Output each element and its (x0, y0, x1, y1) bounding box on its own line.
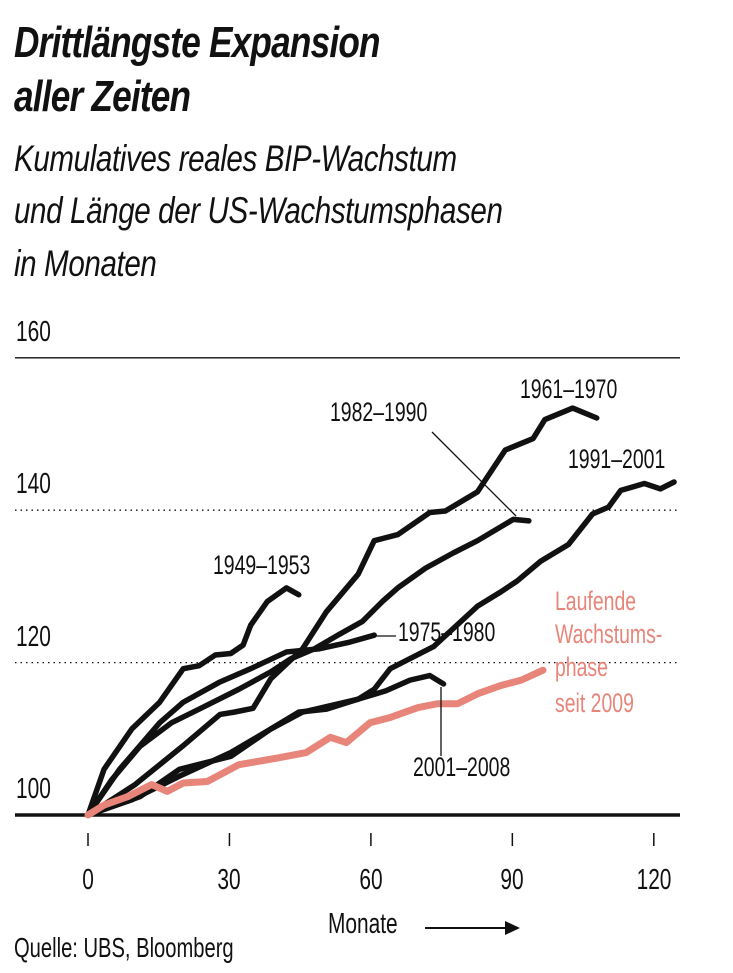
x-tick-label: 90 (500, 864, 524, 896)
series-label-1991-2001: 1991–2001 (568, 444, 666, 474)
series-label-2001-2008: 2001–2008 (413, 752, 511, 782)
series-label-current-3: phase (555, 652, 608, 682)
y-tick-label: 160 (16, 315, 51, 348)
y-tick-label: 140 (16, 468, 51, 501)
x-tick-label: 60 (359, 864, 383, 896)
series-line-1982-1990 (85, 516, 532, 818)
x-tick-label: 30 (217, 864, 242, 896)
series-label-1949-1953: 1949–1953 (213, 550, 311, 580)
arrow-head-icon (505, 921, 520, 935)
series-label-1982-1990: 1982–1990 (330, 397, 428, 427)
series-line-1975-1980 (85, 632, 377, 818)
y-tick-label: 120 (16, 620, 51, 653)
x-tick-label: 0 (82, 864, 94, 896)
chart-title-line-2: aller Zeiten (14, 72, 191, 121)
series-label-current-1: Laufende (555, 586, 637, 616)
series-line-current (84, 666, 547, 819)
x-tick-label: 120 (636, 864, 672, 896)
series-label-current-4: seit 2009 (555, 688, 634, 718)
series-line-2001-2008 (85, 672, 447, 818)
chart-subtitle-line-1: Kumulatives reales BIP-Wachstum (14, 138, 457, 179)
series-label-current-2: Wachstums- (555, 619, 663, 649)
chart-subtitle-line-3: in Monaten (14, 243, 157, 284)
series-label-1975-1980: 1975–1980 (398, 617, 496, 647)
series-label-1961-1970: 1961–1970 (520, 374, 618, 404)
leader-line-1982-1990 (431, 431, 517, 517)
chart-title-line-1: Drittlängste Expansion (14, 18, 381, 67)
series-line-1961-1970 (85, 405, 600, 818)
y-tick-label: 100 (16, 773, 51, 805)
source-note: Quelle: UBS, Bloomberg (14, 932, 234, 963)
x-axis-label: Monate (328, 908, 398, 940)
chart-subtitle-line-2: und Länge der US-Wachstumsphasen (14, 190, 503, 231)
series-line-1949-1953 (85, 585, 302, 818)
